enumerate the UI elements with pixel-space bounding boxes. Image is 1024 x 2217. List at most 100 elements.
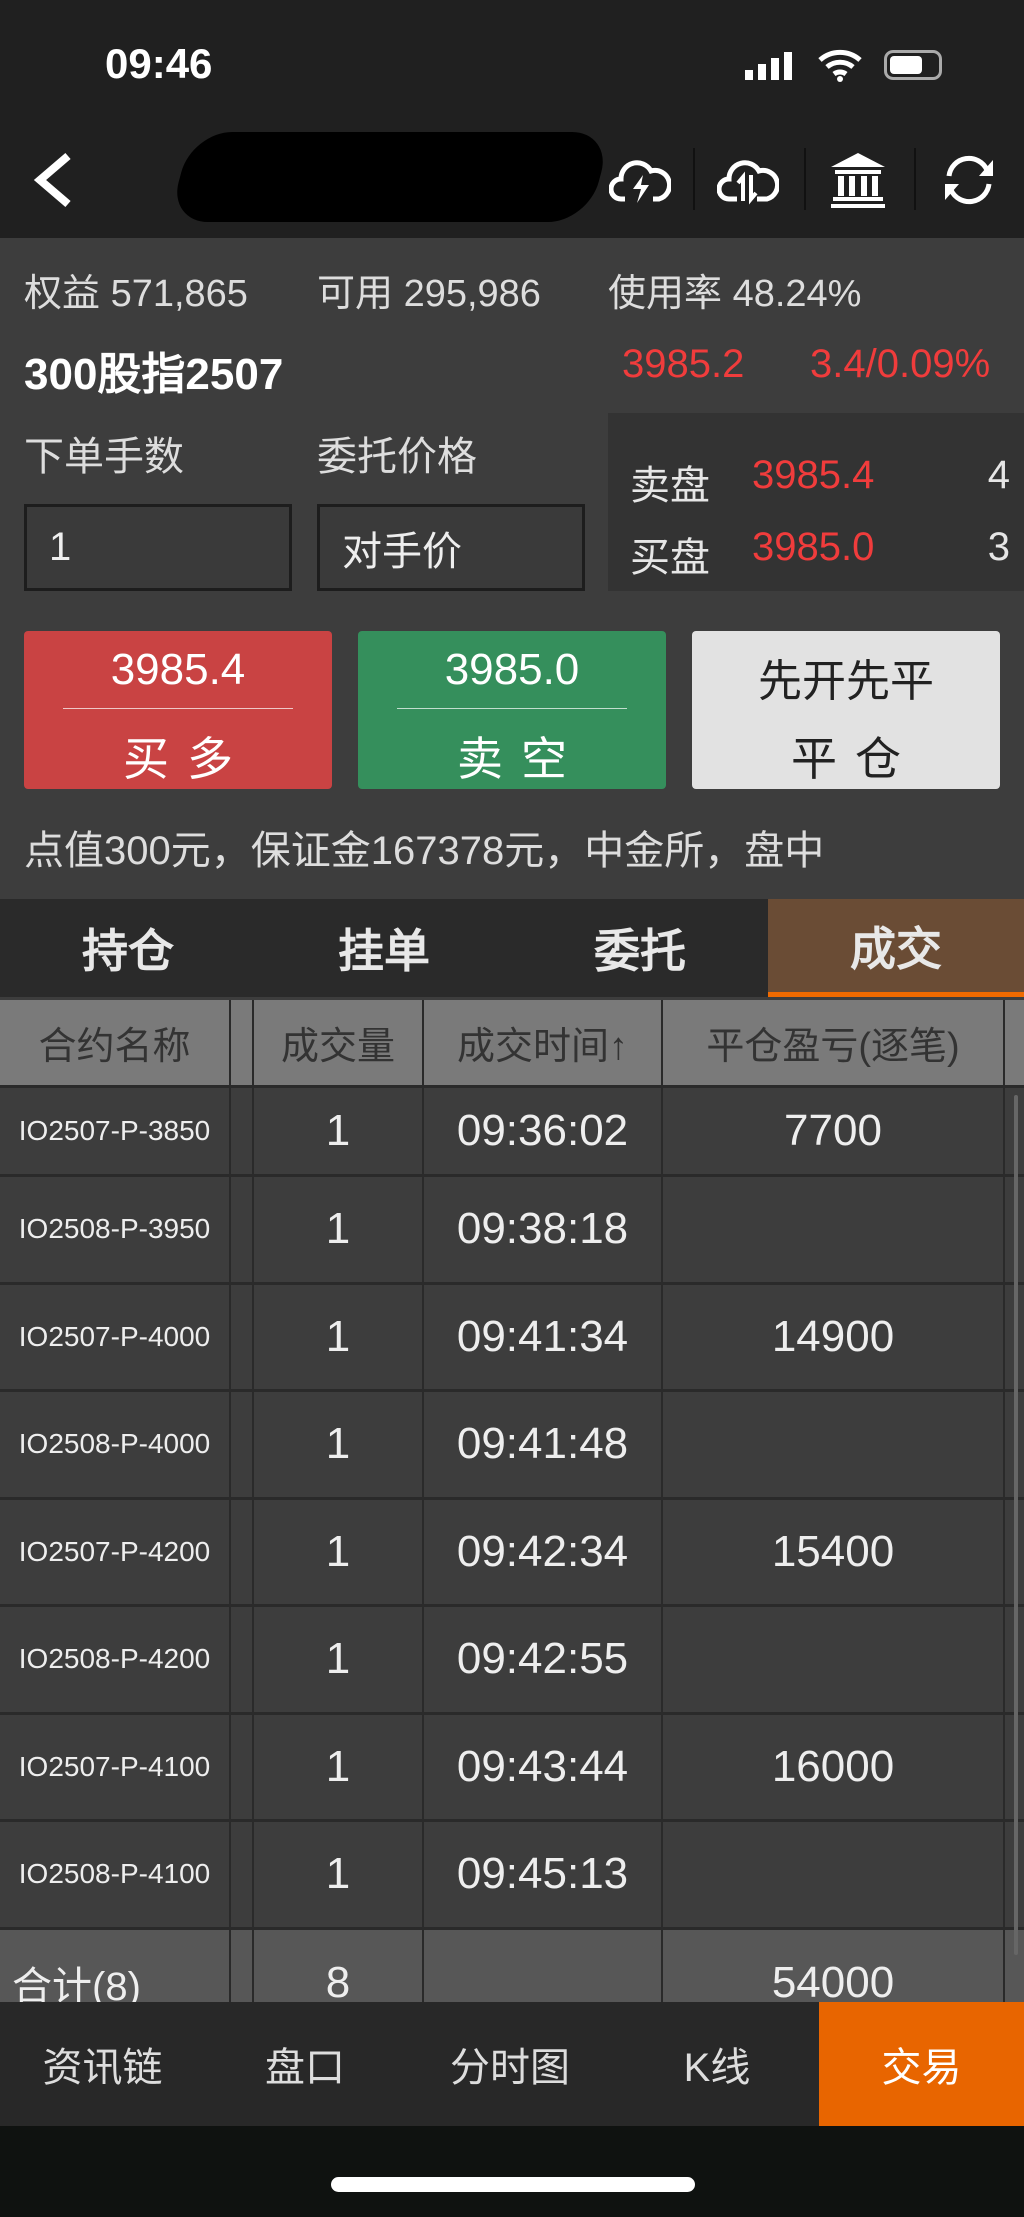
cell-time: 09:41:48 [424,1392,663,1497]
available-label: 可用 [317,273,394,315]
ask-label: 卖盘 [630,464,710,508]
signal-icon [745,52,792,80]
cell-contract: IO2507-P-4200 [0,1499,231,1604]
cell-volume: 1 [254,1284,424,1389]
tab-orders[interactable]: 委托 [594,925,686,977]
tab-positions[interactable]: 持仓 [82,925,174,977]
equity-label: 权益 [24,273,101,315]
col-contract[interactable]: 合约名称 [0,1000,231,1085]
price-type-select[interactable]: 对手价 [317,504,585,591]
cell-volume: 1 [254,1499,424,1604]
buy-price: 3985.4 [110,645,246,694]
cell-pnl [663,1177,1005,1282]
home-area [0,2126,1024,2217]
tab-pending[interactable]: 挂单 [338,925,430,977]
cell-contract: IO2508-P-4100 [0,1822,231,1927]
qty-label: 下单手数 [24,435,184,479]
total-pnl: 54000 [663,1929,1005,2037]
cell-volume: 1 [254,1392,424,1497]
cell-contract: IO2507-P-4000 [0,1284,231,1389]
cell-pnl [663,1607,1005,1712]
table-row[interactable]: IO2508-P-4000 1 09:41:48 [0,1392,1024,1500]
equity-value: 571,865 [110,273,248,315]
table-row[interactable]: IO2507-P-3850 1 09:36:02 7700 [0,1088,1024,1177]
contract-info: 点值300元，保证金167378元，中金所，盘中 [24,829,825,873]
total-label: 合计(8) [0,1929,231,2037]
nav-orderbook[interactable]: 盘口 [265,2046,345,2090]
nav-news[interactable]: 资讯链 [42,2046,163,2090]
equity: 权益 571,865 [24,262,248,317]
cell-contract: IO2508-P-4200 [0,1607,231,1712]
nav-kline[interactable]: K线 [683,2046,751,2090]
cell-volume: 1 [254,1714,424,1819]
cell-pnl: 14900 [663,1284,1005,1389]
bid-price: 3985.0 [752,525,875,569]
status-bar: 09:46 [0,0,1024,120]
cell-time: 09:45:13 [424,1822,663,1927]
cell-time: 09:42:34 [424,1499,663,1604]
battery-icon [884,50,942,80]
cell-time: 09:42:55 [424,1607,663,1712]
bid-volume: 3 [987,525,1010,569]
last-price: 3985.2 [622,342,745,386]
cell-time: 09:43:44 [424,1714,663,1819]
divider [914,148,916,210]
table-row[interactable]: IO2508-P-4200 1 09:42:55 [0,1607,1024,1715]
close-position-button[interactable]: 先开先平平仓 [692,631,1000,789]
col-volume[interactable]: 成交量 [254,1000,424,1085]
buy-label: 买多 [123,733,251,785]
divider [804,148,806,210]
table-row[interactable]: IO2507-P-4100 1 09:43:44 16000 [0,1714,1024,1822]
cloud-sync-icon[interactable] [713,145,783,215]
col-pnl[interactable]: 平仓盈亏(逐笔) [663,1000,1005,1085]
order-book: 卖盘 3985.4 4 买盘 3985.0 3 [608,413,1024,591]
cell-volume: 1 [254,1088,424,1174]
available: 可用 295,986 [317,262,541,317]
nav-trade[interactable]: 交易 [819,2002,1024,2126]
cell-volume: 1 [254,1607,424,1712]
price-change: 3.4/0.09% [810,342,991,386]
total-volume: 8 [254,1929,424,2037]
cell-contract: IO2507-P-4100 [0,1714,231,1819]
cell-contract: IO2508-P-4000 [0,1392,231,1497]
cell-pnl: 7700 [663,1088,1005,1174]
cell-pnl: 16000 [663,1714,1005,1819]
sell-price: 3985.0 [444,645,580,694]
trades-table: 合约名称 成交量 成交时间↑ 平仓盈亏(逐笔) IO2507-P-3850 1 09… [0,1000,1024,2040]
available-value: 295,986 [403,273,541,315]
price-label: 委托价格 [317,435,477,479]
usage-value: 48.24% [732,273,862,315]
usage: 使用率 48.24% [608,262,861,317]
qty-input[interactable]: 1 [24,504,292,591]
table-row[interactable]: IO2508-P-4100 1 09:45:13 [0,1822,1024,1930]
cloud-lightning-icon[interactable] [605,145,675,215]
refresh-icon[interactable] [934,145,1004,215]
usage-label: 使用率 [608,273,723,315]
tab-bar: 持仓 挂单 委托 成交 [0,899,1024,997]
home-indicator[interactable] [331,2177,695,2192]
col-time[interactable]: 成交时间↑ [424,1000,663,1085]
close-mode: 先开先平 [758,657,934,706]
table-row[interactable]: IO2507-P-4200 1 09:42:34 15400 [0,1499,1024,1607]
ask-volume: 4 [987,453,1010,497]
nav-intraday[interactable]: 分时图 [450,2046,570,2090]
sell-label: 卖空 [457,733,585,785]
cell-contract: IO2507-P-3850 [0,1088,231,1174]
redacted-account-name [167,132,613,222]
back-icon[interactable] [28,150,78,210]
sell-short-button[interactable]: 3985.0 卖空 [358,631,666,789]
table-row[interactable]: IO2508-P-3950 1 09:38:18 [0,1177,1024,1285]
table-row[interactable]: IO2507-P-4000 1 09:41:34 14900 [0,1284,1024,1392]
ask-price: 3985.4 [752,453,875,497]
cell-time: 09:38:18 [424,1177,663,1282]
tab-trades[interactable]: 成交 [768,899,1024,997]
close-label: 平仓 [791,733,919,785]
buy-long-button[interactable]: 3985.4 买多 [24,631,332,789]
total-time [424,1929,663,2037]
wifi-icon [818,49,862,82]
bank-icon[interactable] [823,145,893,215]
scrollbar[interactable] [1014,1095,1018,1955]
cell-volume: 1 [254,1822,424,1927]
cell-contract: IO2508-P-3950 [0,1177,231,1282]
table-header: 合约名称 成交量 成交时间↑ 平仓盈亏(逐笔) [0,1000,1024,1088]
